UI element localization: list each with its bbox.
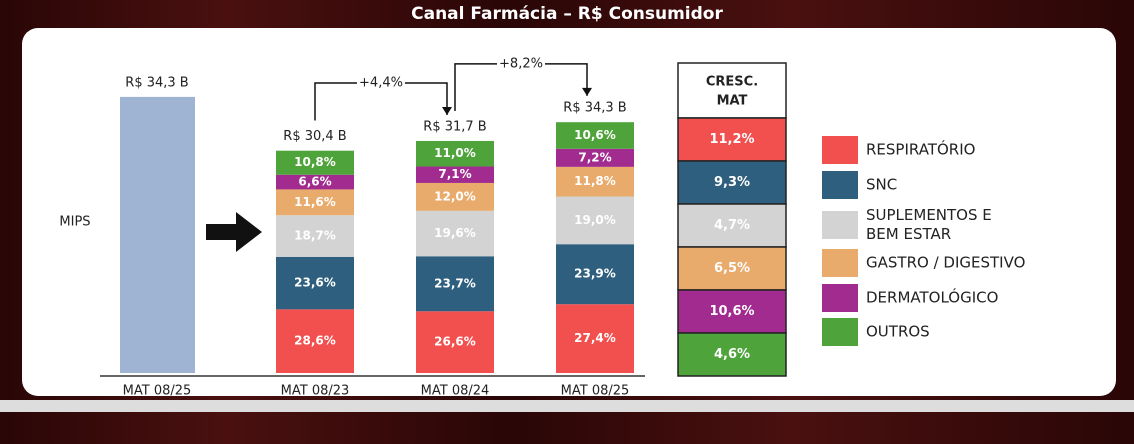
- segment-label: 6,6%: [298, 175, 331, 189]
- bar-segment: [416, 182, 494, 211]
- legend-swatch: [822, 318, 858, 346]
- legend-swatch: [822, 211, 858, 239]
- legend-swatch: [822, 284, 858, 312]
- segment-label: 10,6%: [574, 128, 616, 142]
- x-tick-label: MAT 08/23: [281, 384, 350, 399]
- segment-label: 23,9%: [574, 267, 616, 281]
- bar-segment: [416, 210, 494, 257]
- bar-segment: [556, 166, 634, 197]
- legend-label: SUPLEMENTOS E BEM ESTAR: [866, 206, 992, 243]
- segment-label: 7,1%: [438, 167, 471, 181]
- segment-label: 19,6%: [434, 226, 476, 240]
- total-label: R$ 31,7 B: [423, 119, 486, 134]
- change-label: +4,4%: [359, 75, 403, 90]
- segment-label: 11,0%: [434, 146, 476, 160]
- bar-segment: [556, 244, 634, 305]
- segment-label: 18,7%: [294, 229, 336, 243]
- growth-cell: [677, 332, 787, 377]
- segment-label: 28,6%: [294, 334, 336, 348]
- reference-label: MIPS: [59, 215, 90, 230]
- growth-cell: [677, 160, 787, 205]
- growth-title: CRESC. MAT: [706, 74, 758, 108]
- growth-label: 11,2%: [709, 132, 754, 147]
- growth-label: 6,5%: [714, 261, 750, 276]
- segment-label: 11,6%: [294, 195, 336, 209]
- bar-segment: [416, 166, 494, 183]
- total-label: R$ 30,4 B: [283, 129, 346, 144]
- segment-label: 26,6%: [434, 335, 476, 349]
- growth-label: 9,3%: [714, 175, 750, 190]
- segment-label: 19,0%: [574, 213, 616, 227]
- bar-segment: [276, 309, 354, 373]
- bar-segment: [416, 311, 494, 373]
- growth-label: 4,7%: [714, 218, 750, 233]
- arrow-head: [582, 87, 592, 96]
- segment-label: 27,4%: [574, 331, 616, 345]
- reference-value-label: R$ 34,3 B: [125, 75, 188, 90]
- legend-swatch: [822, 171, 858, 199]
- growth-label: 4,6%: [714, 347, 750, 362]
- bar-segment: [556, 304, 634, 373]
- bar-segment: [276, 256, 354, 310]
- segment-label: 11,8%: [574, 174, 616, 188]
- legend-label: GASTRO / DIGESTIVO: [866, 253, 1026, 272]
- growth-cell: [677, 289, 787, 334]
- bar-segment: [276, 174, 354, 190]
- bar-segment: [416, 256, 494, 312]
- segment-label: 7,2%: [578, 150, 611, 164]
- segment-label: 23,7%: [434, 276, 476, 290]
- change-label-bg: [497, 55, 545, 72]
- arrow-head: [442, 106, 452, 115]
- chart-title: Canal Farmácia – R$ Consumidor: [411, 4, 723, 24]
- growth-header: [677, 62, 787, 119]
- change-label: +8,2%: [499, 56, 543, 71]
- legend-label: DERMATOLÓGICO: [866, 288, 999, 307]
- x-tick-label: MAT 08/25: [123, 384, 192, 399]
- legend-label: OUTROS: [866, 322, 930, 341]
- bar-segment: [556, 148, 634, 167]
- bar-segment: [276, 189, 354, 216]
- stripe: [0, 400, 1134, 412]
- reference-bar: [120, 96, 195, 373]
- legend-label: RESPIRATÓRIO: [866, 140, 976, 159]
- total-label: R$ 34,3 B: [563, 100, 626, 115]
- segment-label: 12,0%: [434, 189, 476, 203]
- bar-segment: [276, 215, 354, 257]
- growth-cell: [677, 246, 787, 291]
- segment-label: 10,8%: [294, 155, 336, 169]
- segment-label: 23,6%: [294, 276, 336, 290]
- bar-segment: [556, 122, 634, 149]
- legend-label: SNC: [866, 175, 898, 194]
- arrow: [206, 212, 262, 252]
- bar-segment: [556, 196, 634, 245]
- bar-segment: [276, 150, 354, 175]
- growth-cell: [677, 117, 787, 162]
- legend-swatch: [822, 249, 858, 277]
- legend-swatch: [822, 136, 858, 164]
- bar-segment: [416, 140, 494, 167]
- x-tick-label: MAT 08/25: [561, 384, 630, 399]
- growth-label: 10,6%: [709, 304, 754, 319]
- change-label-bg: [357, 74, 405, 91]
- x-tick-label: MAT 08/24: [421, 384, 490, 399]
